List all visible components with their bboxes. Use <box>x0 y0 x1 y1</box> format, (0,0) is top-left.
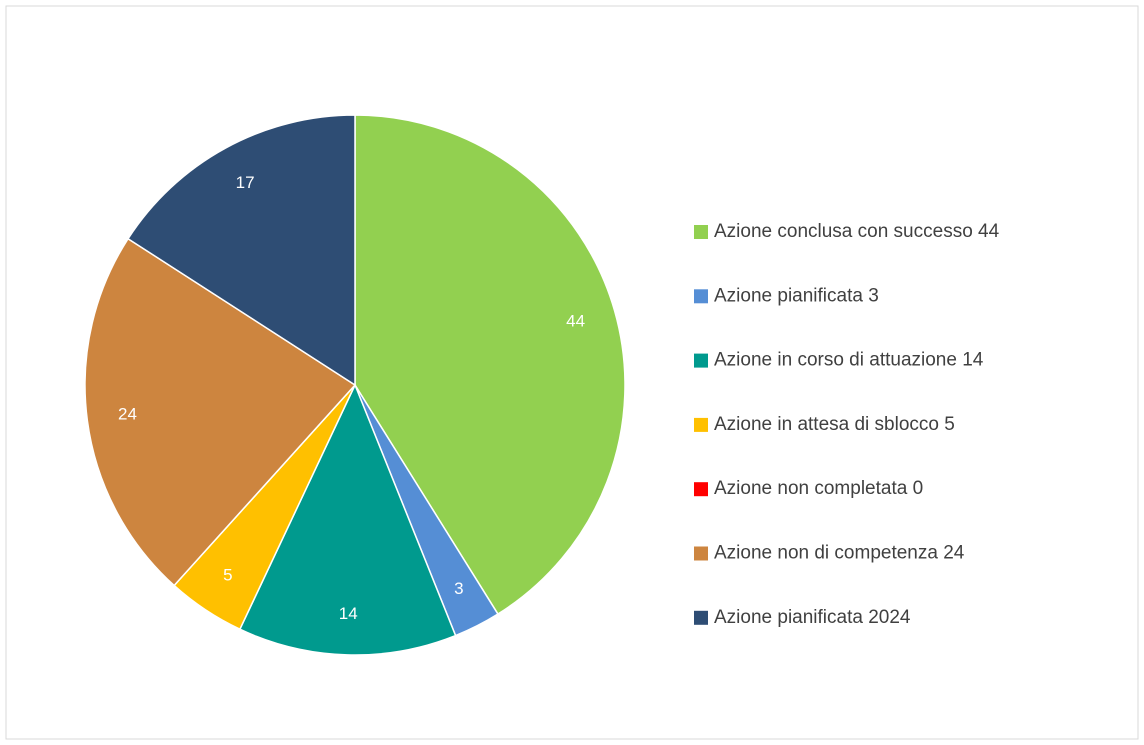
data-label: 5 <box>223 566 232 585</box>
pie-slice <box>84 237 357 587</box>
legend-label: Azione pianificata 3 <box>714 285 879 306</box>
legend-swatch <box>694 225 708 239</box>
pie-slice <box>127 114 356 387</box>
data-label: 14 <box>339 604 358 623</box>
legend-label: Azione non di competenza 24 <box>714 543 965 564</box>
legend-label: Azione in corso di attuazione 14 <box>714 350 984 371</box>
legend-label: Azione conclusa con successo 44 <box>714 221 1000 242</box>
legend-label: Azione in attesa di sblocco 5 <box>714 414 955 435</box>
legend-swatch <box>694 610 708 625</box>
pie-slice <box>354 114 626 616</box>
legend-swatch <box>694 417 708 432</box>
legend-swatch <box>694 546 708 561</box>
legend-swatch <box>694 289 708 304</box>
legend-swatch <box>694 353 708 368</box>
legend-label: Azione pianificata 2024 <box>714 607 911 628</box>
data-label: 17 <box>236 173 255 192</box>
legend-label: Azione non completata 0 <box>714 478 923 499</box>
data-label: 44 <box>566 311 585 330</box>
data-label: 3 <box>454 579 463 598</box>
data-label: 24 <box>118 405 137 424</box>
pie-slice <box>238 383 457 656</box>
legend-swatch <box>694 482 708 497</box>
